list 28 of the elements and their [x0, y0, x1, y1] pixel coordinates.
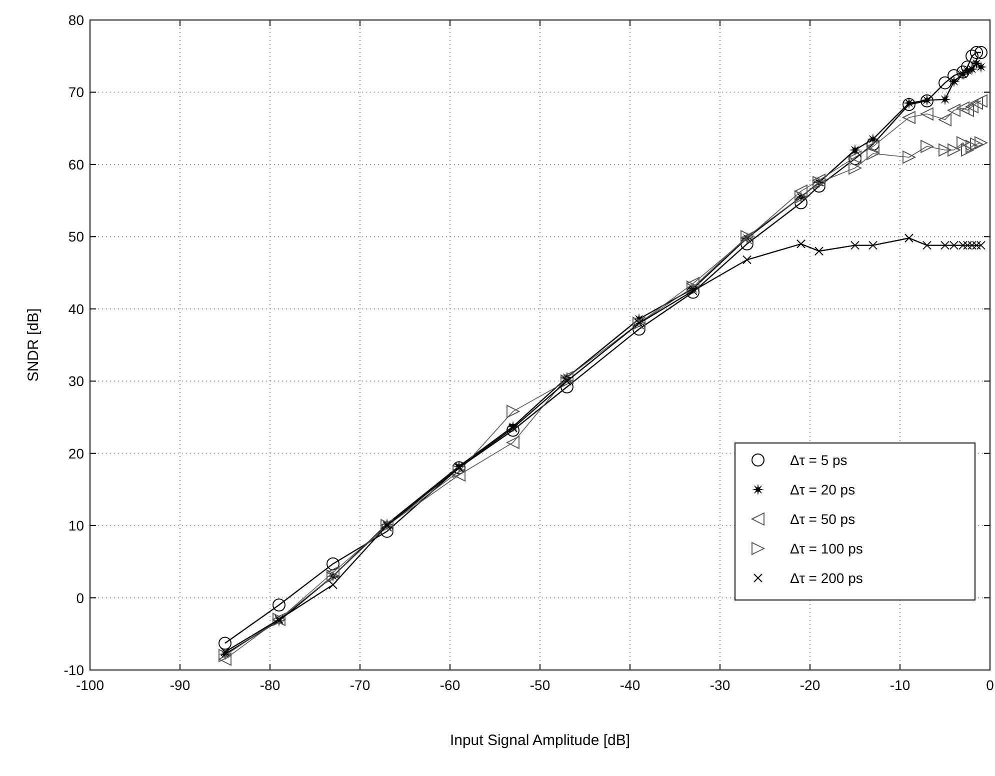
y-tick-label: 50	[68, 228, 84, 245]
x-tick-label: -50	[530, 677, 550, 693]
y-tick-label: 30	[68, 373, 84, 390]
legend-label: Δτ = 5 ps	[790, 452, 848, 468]
y-tick-label: 80	[68, 12, 84, 28]
y-tick-label: 40	[68, 300, 84, 317]
legend-label: Δτ = 20 ps	[790, 482, 856, 498]
y-tick-label: 0	[76, 590, 84, 606]
x-tick-label: -80	[260, 677, 280, 693]
x-tick-label: -30	[710, 677, 730, 693]
legend-label: Δτ = 200 ps	[790, 570, 863, 586]
legend-label: Δτ = 50 ps	[790, 511, 856, 527]
x-tick-label: -20	[800, 677, 820, 693]
y-tick-label: 60	[68, 156, 84, 172]
y-axis-title: SNDR [dB]	[25, 308, 42, 382]
x-tick-label: -40	[620, 677, 640, 693]
y-tick-label: 70	[68, 84, 84, 100]
x-tick-label: -70	[350, 677, 370, 693]
y-tick-label: 20	[68, 445, 84, 462]
x-axis-title: Input Signal Amplitude [dB]	[450, 732, 630, 749]
x-tick-label: 0	[986, 677, 994, 693]
x-tick-label: -90	[170, 677, 190, 693]
x-tick-label: -100	[76, 677, 104, 693]
x-tick-label: -60	[440, 677, 460, 693]
legend-label: Δτ = 100 ps	[790, 540, 863, 556]
y-tick-label: -10	[64, 662, 84, 678]
x-tick-label: -10	[890, 677, 910, 693]
y-tick-label: 10	[68, 518, 84, 534]
